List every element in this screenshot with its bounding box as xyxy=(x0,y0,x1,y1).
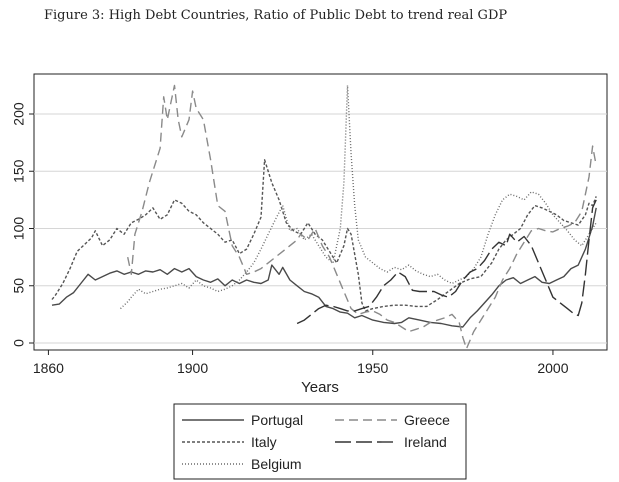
y-axis: 0 50 100 150 200 xyxy=(11,102,34,347)
legend-label-greece: Greece xyxy=(404,412,450,428)
x-tick-label: 1950 xyxy=(357,360,388,376)
grid-lines xyxy=(34,113,607,344)
x-tick-label: 1860 xyxy=(33,360,64,376)
y-tick-label: 50 xyxy=(11,278,27,294)
x-tick-label: 1900 xyxy=(177,360,208,376)
figure-caption: Figure 3: High Debt Countries, Ratio of … xyxy=(44,8,508,23)
y-tick-label: 0 xyxy=(11,339,27,347)
series-lines xyxy=(51,84,597,350)
legend-label-italy: Italy xyxy=(251,434,277,450)
y-tick-label: 150 xyxy=(11,159,27,183)
x-axis: 1860 1900 1950 2000 xyxy=(33,350,569,376)
series-line-greece xyxy=(127,84,597,350)
y-tick-label: 100 xyxy=(11,217,27,241)
series-line-belgium xyxy=(120,84,597,310)
x-tick-label: 2000 xyxy=(537,360,568,376)
series-line-ireland xyxy=(296,199,597,325)
series-line-italy xyxy=(51,159,597,312)
plot-area xyxy=(33,73,608,351)
legend-label-ireland: Ireland xyxy=(404,434,447,450)
series-line-portugal xyxy=(51,207,597,328)
legend: Portugal Greece Italy Ireland Belgium xyxy=(173,403,467,480)
legend-label-portugal: Portugal xyxy=(251,412,303,428)
x-axis-title: Years xyxy=(301,379,339,396)
legend-label-belgium: Belgium xyxy=(251,456,302,472)
y-tick-label: 200 xyxy=(11,102,27,126)
